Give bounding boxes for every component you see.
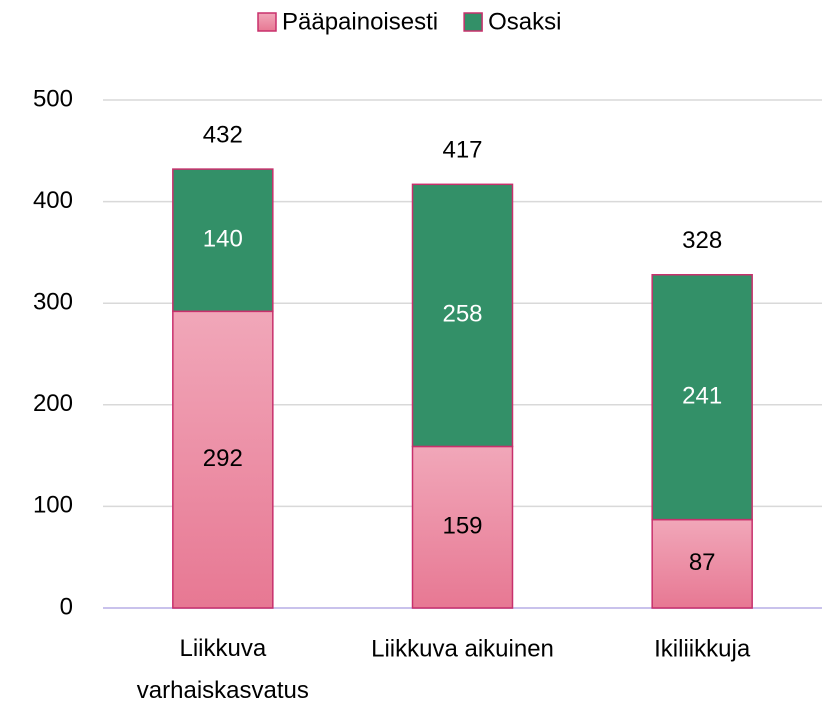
legend: Pääpainoisesti Osaksi xyxy=(257,8,561,35)
bar-segment xyxy=(651,518,753,609)
data-label: 292 xyxy=(203,445,243,472)
y-tick-label: 400 xyxy=(33,187,73,214)
bar-segment xyxy=(411,183,514,448)
bar-segment xyxy=(172,310,274,609)
x-tick-label: Liikkuva aikuinen xyxy=(371,635,554,662)
x-tick-label: Ikiliikkuja xyxy=(654,635,751,662)
y-tick-label: 200 xyxy=(33,390,73,417)
y-tick-label: 100 xyxy=(33,492,73,519)
bar-segment xyxy=(651,274,753,521)
total-label: 417 xyxy=(442,137,482,164)
legend-label: Pääpainoisesti xyxy=(282,8,438,35)
data-label: 241 xyxy=(682,383,722,410)
total-label: 328 xyxy=(682,227,722,254)
data-label: 140 xyxy=(203,226,243,253)
y-tick-label: 500 xyxy=(33,85,73,112)
y-tick-label: 0 xyxy=(60,593,73,620)
bar-segment xyxy=(411,445,514,609)
legend-label: Osaksi xyxy=(488,8,561,35)
legend-swatch xyxy=(257,12,277,32)
bar-segment xyxy=(172,168,274,313)
data-label: 258 xyxy=(442,301,482,328)
data-label: 159 xyxy=(442,513,482,540)
x-tick-label: Liikkuva varhaiskasvatus xyxy=(137,635,309,701)
legend-swatch xyxy=(463,12,483,32)
data-label: 87 xyxy=(689,549,716,576)
total-label: 432 xyxy=(203,121,243,148)
y-tick-label: 300 xyxy=(33,289,73,316)
